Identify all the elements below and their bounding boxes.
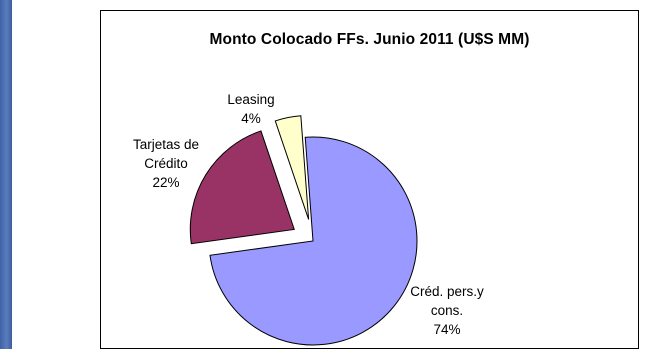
slice-label-leasing-percent: 4% (241, 111, 261, 126)
chart-area: Monto Colocado FFs. Junio 2011 (U$S MM) … (100, 10, 639, 349)
pie-slice-leasing (274, 115, 310, 220)
slice-label-cred-pers-line1: Créd. pers.y (410, 284, 484, 299)
slice-label-tarjetas-line2: Crédito (144, 156, 188, 171)
slice-label-leasing: Leasing 4% (211, 90, 291, 128)
slice-label-tarjetas-percent: 22% (152, 175, 180, 190)
slice-label-leasing-line1: Leasing (227, 92, 275, 107)
slice-label-cred-pers-percent: 74% (433, 322, 461, 337)
slice-label-cred-pers: Créd. pers.y cons. 74% (397, 282, 497, 339)
slide-top-strip (12, 0, 653, 9)
slice-label-cred-pers-line2: cons. (430, 303, 464, 318)
pie-slice-tarjetas (189, 130, 295, 245)
slice-label-tarjetas-line1: Tarjetas de (132, 137, 200, 152)
slide-left-strip (0, 0, 12, 349)
pie-chart (189, 115, 418, 346)
pie-slice-cred-pers (209, 136, 418, 346)
slice-label-tarjetas: Tarjetas de Crédito 22% (121, 135, 211, 192)
chart-title: Monto Colocado FFs. Junio 2011 (U$S MM) (209, 31, 530, 48)
